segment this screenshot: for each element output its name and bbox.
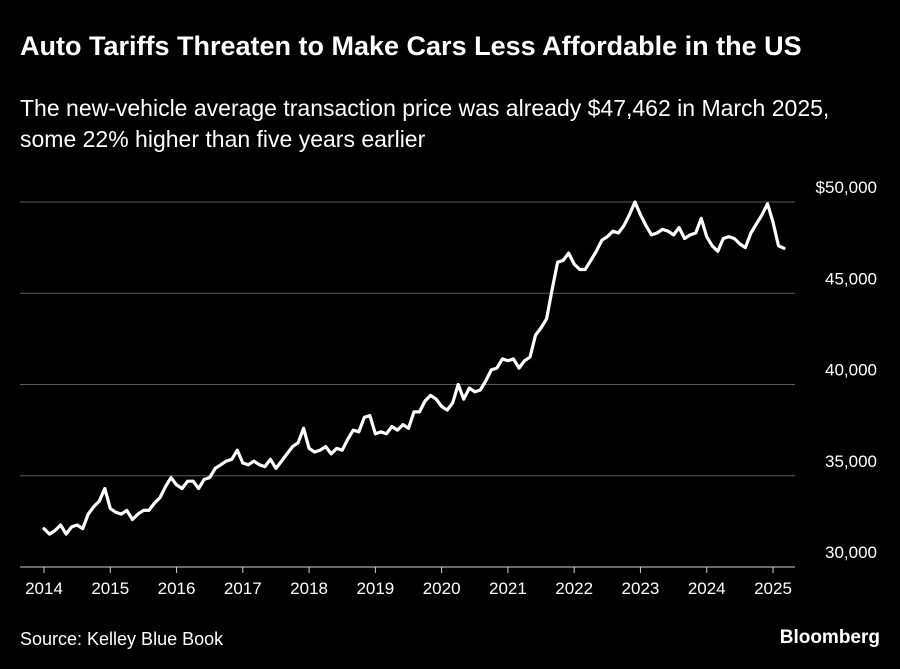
y-tick-label: 35,000	[825, 452, 877, 471]
x-tick-label: 2016	[158, 579, 196, 598]
source-note: Source: Kelley Blue Book	[20, 629, 224, 649]
x-tick-label: 2024	[688, 579, 726, 598]
y-tick-label: 40,000	[825, 361, 877, 380]
x-tick-label: 2018	[290, 579, 328, 598]
chart-subtitle: The new-vehicle average transaction pric…	[20, 95, 830, 152]
x-tick-label: 2022	[555, 579, 593, 598]
x-tick-label: 2019	[356, 579, 394, 598]
series-layer	[42, 200, 786, 536]
x-tick-label: 2020	[423, 579, 461, 598]
chart-title: Auto Tariffs Threaten to Make Cars Less …	[20, 31, 802, 61]
grid-lines	[20, 201, 795, 568]
y-tick-label: 30,000	[825, 543, 877, 562]
x-tick-label: 2025	[754, 579, 792, 598]
price-series-line	[42, 200, 786, 536]
x-tick-label: 2023	[622, 579, 660, 598]
y-tick-label: 45,000	[825, 269, 877, 288]
x-tick-label: 2021	[489, 579, 527, 598]
bloomberg-logo: Bloomberg	[779, 627, 880, 648]
y-axis-ticks: $50,000 45,000 40,000 35,000 30,000	[816, 178, 877, 562]
x-tick-label: 2015	[91, 579, 129, 598]
y-tick-label: $50,000	[816, 178, 877, 197]
x-tick-label: 2017	[224, 579, 262, 598]
x-axis-ticks: 2014 2015 2016 2017 2018 2019 2020 2021 2022 2023…	[25, 567, 792, 598]
x-tick-label: 2014	[25, 579, 63, 598]
